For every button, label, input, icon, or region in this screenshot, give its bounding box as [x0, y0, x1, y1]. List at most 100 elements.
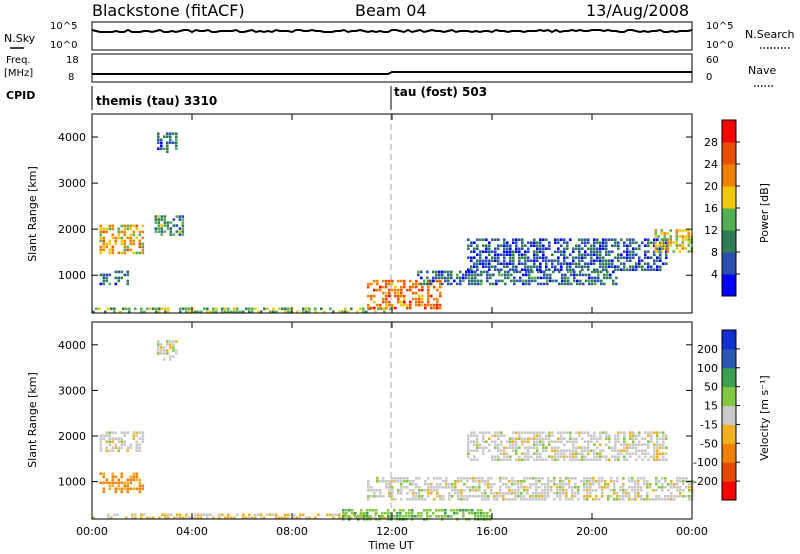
- heatmap-cell: [626, 253, 629, 256]
- heatmap-cell: [466, 486, 469, 489]
- heatmap-cell: [400, 477, 403, 480]
- heatmap-cell: [467, 247, 470, 250]
- heatmap-cell: [592, 480, 595, 483]
- heatmap-cell: [606, 276, 609, 280]
- heatmap-cell: [114, 282, 118, 286]
- heatmap-cell: [102, 437, 106, 440]
- heatmap-cell: [614, 443, 617, 446]
- heatmap-cell: [372, 509, 375, 512]
- heatmap-cell: [569, 455, 572, 458]
- heatmap-cell: [543, 282, 546, 286]
- heatmap-cell: [599, 262, 602, 265]
- heatmap-cell: [359, 516, 362, 520]
- heatmap-cell: [102, 282, 106, 286]
- heatmap-cell: [379, 285, 382, 289]
- heatmap-cell: [209, 513, 212, 517]
- heatmap-cell: [132, 434, 136, 437]
- heatmap-cell: [667, 489, 670, 492]
- heatmap-cell: [102, 239, 106, 243]
- heatmap-cell: [338, 513, 341, 517]
- heatmap-cell: [533, 431, 536, 434]
- heatmap-cell: [656, 455, 659, 458]
- colorbar-swatch: [722, 164, 736, 187]
- heatmap-cell: [617, 440, 620, 443]
- heatmap-cell: [622, 495, 625, 498]
- heatmap-cell: [599, 443, 602, 446]
- heatmap-cell: [362, 516, 365, 520]
- heatmap-cell: [541, 498, 544, 501]
- heatmap-cell: [480, 279, 483, 283]
- heatmap-cell: [670, 480, 673, 483]
- heatmap-cell: [163, 230, 167, 233]
- heatmap-cell: [467, 244, 470, 247]
- heatmap-cell: [125, 307, 128, 311]
- heatmap-cell: [420, 270, 423, 274]
- heatmap-cell: [559, 489, 562, 492]
- heatmap-cell: [417, 515, 420, 518]
- heatmap-cell: [679, 486, 682, 489]
- heatmap-cell: [140, 310, 143, 314]
- heatmap-cell: [441, 270, 444, 274]
- heatmap-cell: [659, 259, 662, 262]
- heatmap-cell: [485, 431, 488, 434]
- heatmap-cell: [608, 259, 611, 262]
- heatmap-cell: [379, 306, 382, 310]
- heatmap-cell: [604, 486, 607, 489]
- heatmap-cell: [557, 446, 560, 449]
- heatmap-cell: [512, 253, 515, 256]
- heatmap-cell: [608, 250, 611, 253]
- heatmap-cell: [399, 509, 402, 512]
- heatmap-cell: [637, 492, 640, 495]
- heatmap-cell: [448, 492, 451, 495]
- heatmap-cell: [218, 516, 221, 520]
- heatmap-cell: [302, 310, 305, 314]
- heatmap-cell: [522, 279, 525, 283]
- heatmap-cell: [248, 513, 251, 517]
- heatmap-cell: [383, 307, 386, 311]
- heatmap-cell: [383, 310, 386, 314]
- heatmap-cell: [482, 265, 485, 268]
- heatmap-cell: [397, 489, 400, 492]
- heatmap-cell: [613, 486, 616, 489]
- heatmap-cell: [167, 513, 170, 517]
- heatmap-cell: [611, 455, 614, 458]
- heatmap-cell: [650, 268, 653, 271]
- heatmap-cell: [474, 279, 477, 283]
- heatmap-cell: [660, 229, 664, 232]
- nsearch-label: N.Search: [745, 28, 795, 41]
- heatmap-cell: [391, 492, 394, 495]
- heatmap-cell: [629, 259, 632, 262]
- heatmap-cell: [616, 495, 619, 498]
- heatmap-cell: [536, 443, 539, 446]
- heatmap-cell: [123, 481, 127, 485]
- heatmap-cell: [593, 259, 596, 262]
- heatmap-cell: [575, 265, 578, 268]
- heatmap-cell: [524, 440, 527, 443]
- heatmap-cell: [563, 247, 566, 250]
- heatmap-cell: [593, 238, 596, 241]
- heatmap-cell: [560, 455, 563, 458]
- heatmap-cell: [659, 268, 662, 271]
- heatmap-cell: [342, 515, 345, 518]
- heatmap-cell: [600, 279, 603, 283]
- heatmap-cell: [491, 455, 494, 458]
- heatmap-cell: [490, 489, 493, 492]
- heatmap-cell: [99, 443, 103, 446]
- heatmap-cell: [559, 477, 562, 480]
- heatmap-cell: [501, 279, 504, 283]
- heatmap-cell: [623, 437, 626, 440]
- heatmap-cell: [530, 431, 533, 434]
- freq-tick-top: 18: [66, 55, 79, 66]
- heatmap-cell: [574, 483, 577, 486]
- heatmap-cell: [388, 279, 391, 283]
- heatmap-cell: [678, 235, 682, 238]
- power-x-tickmarks: [91, 114, 693, 313]
- heatmap-cell: [569, 268, 572, 271]
- heatmap-cell: [463, 483, 466, 486]
- heatmap-cell: [126, 282, 130, 286]
- beam-title: Beam 04: [355, 1, 427, 20]
- heatmap-cell: [596, 446, 599, 449]
- heatmap-cell: [540, 282, 543, 286]
- heatmap-cell: [632, 265, 635, 268]
- heatmap-cell: [290, 310, 293, 314]
